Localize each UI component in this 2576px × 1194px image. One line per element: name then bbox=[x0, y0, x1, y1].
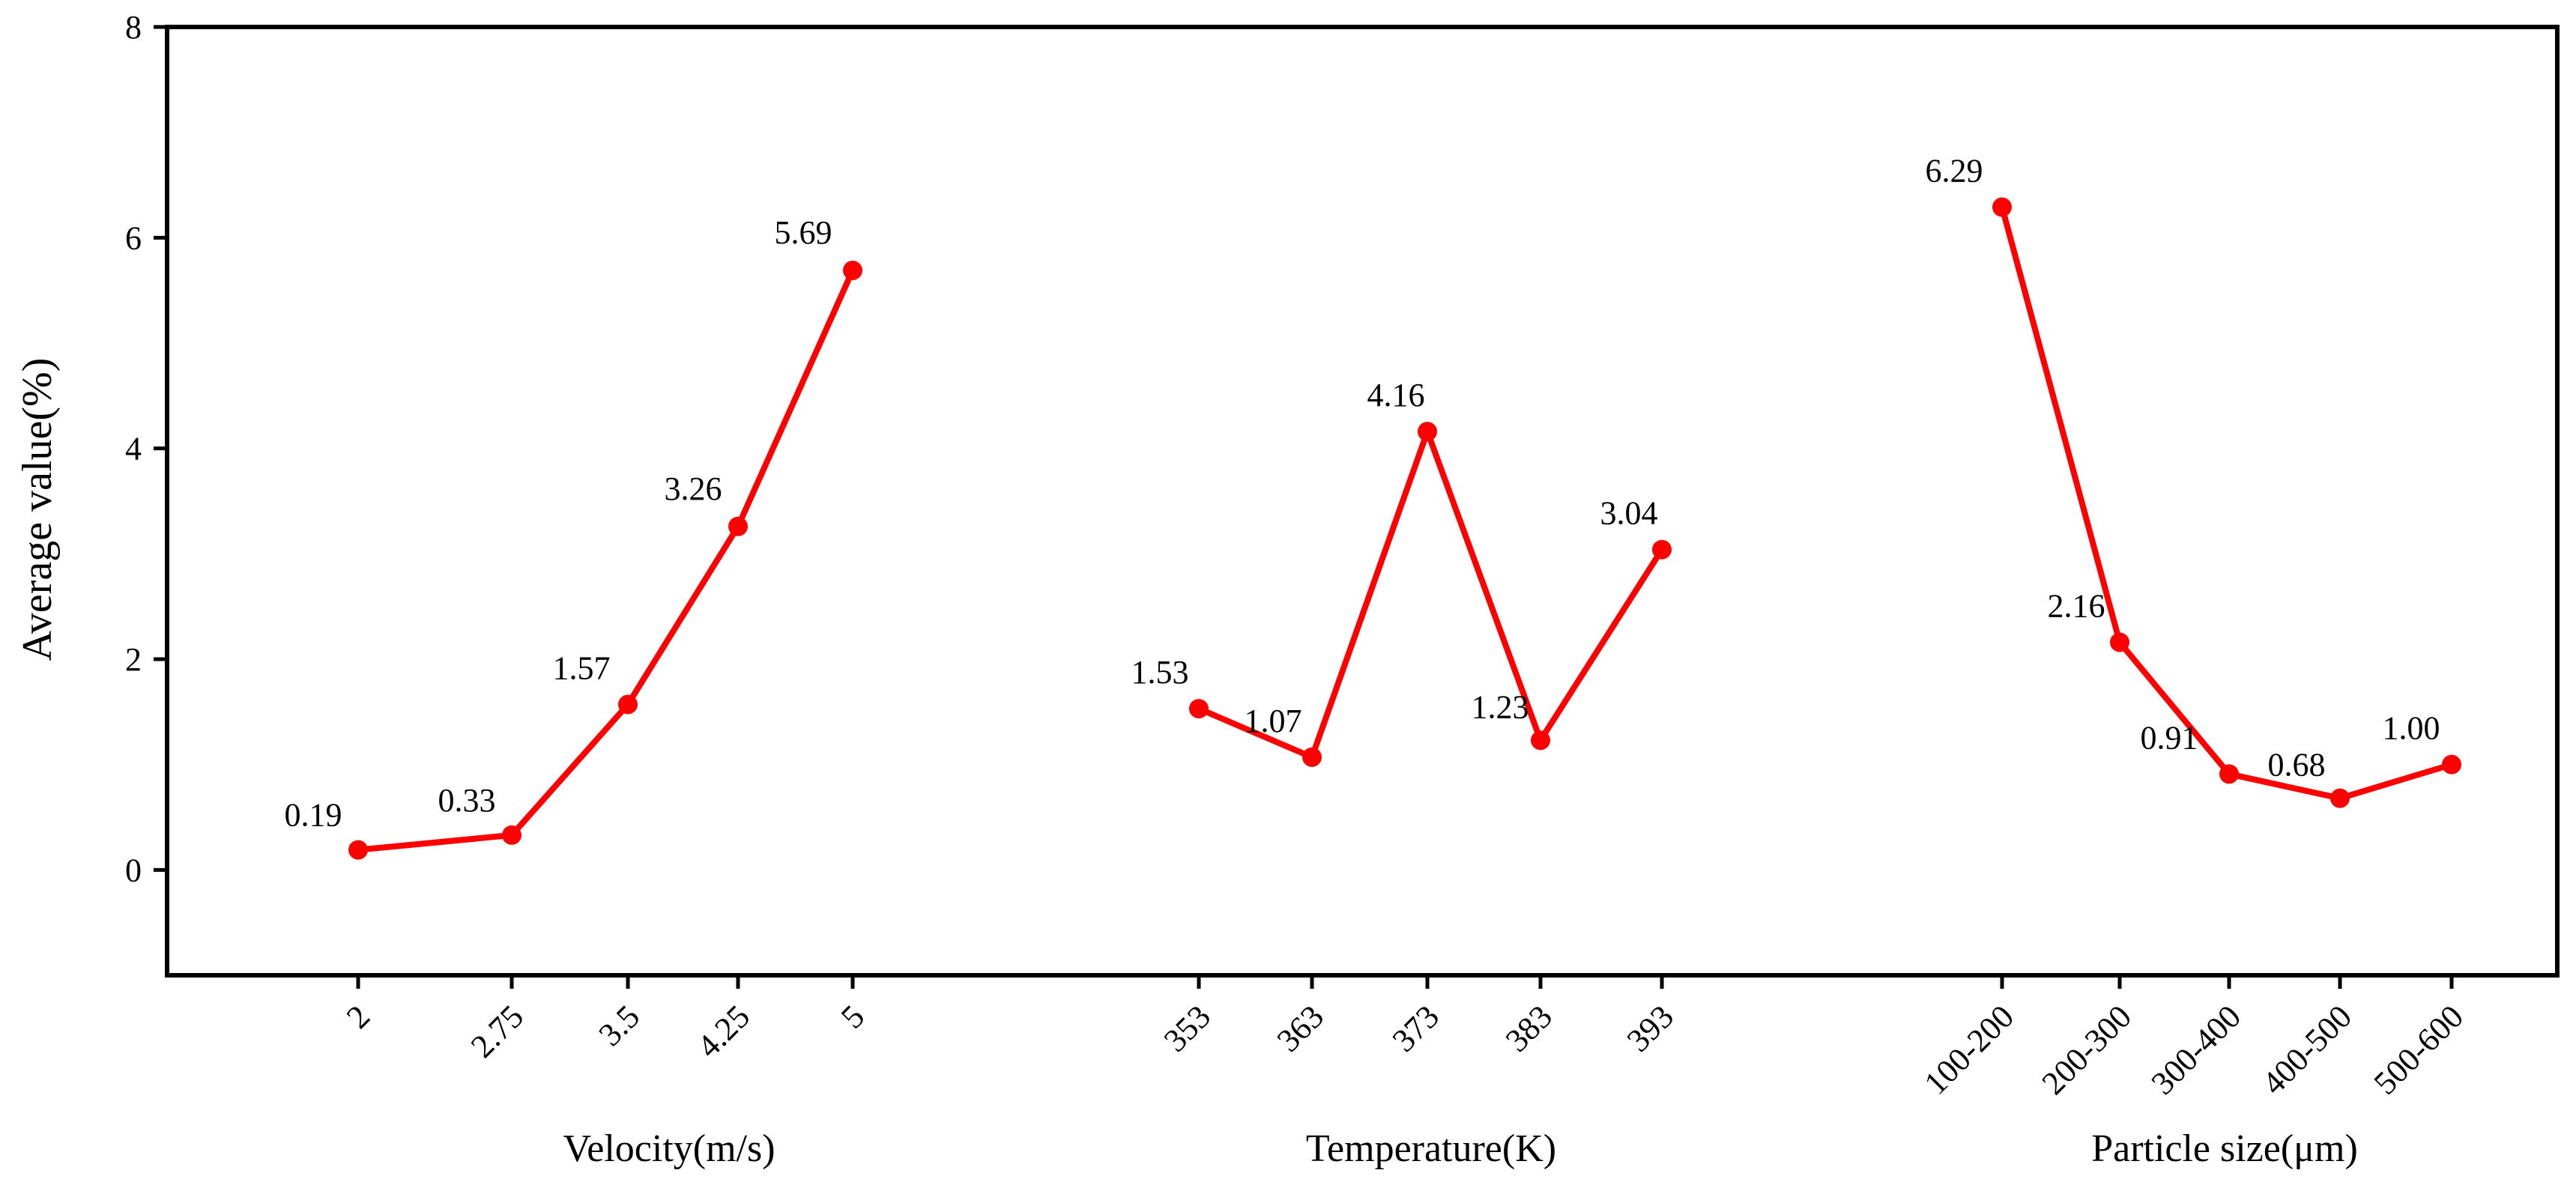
data-point bbox=[2442, 754, 2461, 775]
x-tick-label: 3.5 bbox=[592, 998, 647, 1053]
x-tick-label: 500-600 bbox=[2367, 998, 2470, 1101]
y-axis-label: Average value(%) bbox=[14, 358, 61, 661]
data-point bbox=[2219, 764, 2239, 784]
series-group-velocity: 0.19 2 0.33 2.75 1.57 3.5 3.26 4.25 5.69 5 Velocit… bbox=[285, 214, 872, 1170]
data-point bbox=[2330, 788, 2350, 808]
data-point bbox=[348, 840, 368, 860]
x-tick-label: 2 bbox=[339, 998, 377, 1035]
data-point bbox=[1652, 539, 1672, 560]
x-tick-label: 363 bbox=[1270, 998, 1331, 1058]
data-point bbox=[2110, 632, 2129, 652]
x-axis-label-velocity: Velocity(m/s) bbox=[563, 1127, 775, 1170]
x-tick-label: 353 bbox=[1157, 998, 1218, 1058]
plot-frame bbox=[165, 25, 2560, 978]
x-tick-label: 300-400 bbox=[2144, 998, 2248, 1101]
x-tick-label: 393 bbox=[1620, 998, 1681, 1058]
x-tick-label: 4.25 bbox=[690, 998, 757, 1064]
data-point bbox=[728, 516, 748, 536]
data-label: 1.57 bbox=[553, 649, 611, 686]
data-point bbox=[843, 260, 862, 280]
x-axis-label-particle-size: Particle size(μm) bbox=[2091, 1127, 2358, 1170]
series-group-particle-size: 6.29 100-200 2.16 200-300 0.91 300-400 0.68 400… bbox=[1917, 153, 2470, 1170]
data-label: 6.29 bbox=[1926, 153, 1983, 190]
data-label: 1.23 bbox=[1472, 688, 1529, 725]
data-label: 3.26 bbox=[665, 470, 722, 507]
y-tick-label: 4 bbox=[125, 431, 142, 467]
data-label: 5.69 bbox=[775, 214, 832, 251]
x-tick-label: 200-300 bbox=[2035, 998, 2138, 1101]
x-tick-label: 383 bbox=[1499, 998, 1559, 1058]
x-tick-label: 2.75 bbox=[464, 998, 530, 1064]
data-label: 1.53 bbox=[1131, 654, 1189, 691]
data-label: 4.16 bbox=[1367, 377, 1425, 413]
data-label: 0.68 bbox=[2268, 747, 2326, 784]
data-point bbox=[502, 825, 521, 845]
data-label: 0.19 bbox=[285, 797, 342, 834]
data-label: 0.91 bbox=[2141, 719, 2198, 756]
data-point bbox=[1531, 730, 1550, 751]
x-axis-label-temperature: Temperature(K) bbox=[1306, 1127, 1556, 1170]
x-tick-label: 373 bbox=[1385, 998, 1446, 1058]
data-point bbox=[1992, 197, 2012, 217]
data-label: 2.16 bbox=[2048, 587, 2105, 624]
series-groups: 0.19 2 0.33 2.75 1.57 3.5 3.26 4.25 5.69 5 Velocit… bbox=[285, 153, 2471, 1170]
y-tick-label: 2 bbox=[125, 641, 142, 678]
data-label: 0.33 bbox=[438, 782, 496, 819]
data-label: 3.04 bbox=[1600, 495, 1658, 532]
data-point bbox=[1418, 422, 1437, 442]
y-tick-label: 0 bbox=[125, 852, 142, 888]
y-tick-label: 6 bbox=[125, 219, 142, 256]
series-group-temperature: 1.53 353 1.07 363 4.16 373 1.23 383 3.04 393 Tempe… bbox=[1131, 377, 1681, 1170]
y-tick-label: 8 bbox=[125, 9, 142, 46]
data-point bbox=[1302, 747, 1322, 767]
y-axis: 0 2 4 6 8 bbox=[125, 9, 167, 888]
data-point bbox=[1189, 699, 1209, 719]
data-point bbox=[618, 694, 638, 715]
x-tick-label: 400-500 bbox=[2255, 998, 2359, 1101]
x-tick-label: 5 bbox=[834, 998, 871, 1035]
data-label: 1.00 bbox=[2383, 710, 2440, 747]
data-label: 1.07 bbox=[1245, 703, 1302, 739]
x-tick-label: 100-200 bbox=[1917, 998, 2021, 1101]
series-line-velocity bbox=[357, 269, 856, 853]
